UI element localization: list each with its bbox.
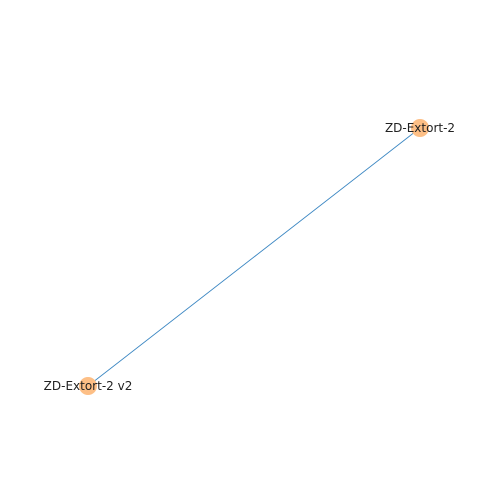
nodes-layer xyxy=(79,119,429,395)
labels-layer: ZD-Extort-2 ZD-Extort-2 v2 xyxy=(44,121,455,393)
edges-layer xyxy=(87,127,421,387)
node-label-zd-extort-2-v2: ZD-Extort-2 v2 xyxy=(44,379,133,393)
graph-edge-0 xyxy=(87,127,421,387)
graph-node-n1 xyxy=(411,119,429,137)
graph-node-n2 xyxy=(79,377,97,395)
node-label-zd-extort-2: ZD-Extort-2 xyxy=(385,121,455,135)
